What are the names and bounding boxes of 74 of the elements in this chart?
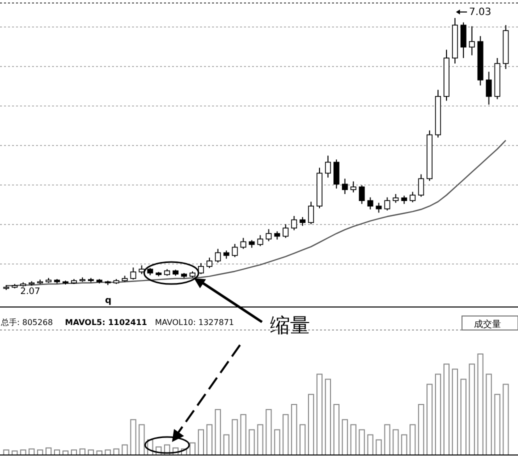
bar bbox=[418, 404, 424, 456]
bar bbox=[468, 364, 475, 456]
text: MAVOL10: 1327871 bbox=[155, 318, 234, 327]
candlestick bbox=[240, 237, 246, 250]
text: MAVOL5: 1102411 bbox=[65, 318, 148, 327]
candlestick bbox=[325, 155, 331, 178]
bar bbox=[494, 394, 500, 456]
candlestick bbox=[460, 22, 466, 59]
candlestick bbox=[291, 215, 298, 231]
candlestick bbox=[130, 267, 136, 280]
bar bbox=[189, 442, 196, 456]
text: 总手: 805268 bbox=[0, 318, 53, 327]
candlestick bbox=[257, 234, 264, 247]
bar bbox=[214, 409, 221, 456]
text: q bbox=[105, 296, 112, 306]
bar bbox=[477, 354, 484, 456]
bar bbox=[460, 378, 466, 456]
bar bbox=[240, 414, 246, 456]
bar bbox=[342, 419, 348, 456]
bar bbox=[452, 368, 458, 456]
candlestick bbox=[367, 196, 374, 210]
bar bbox=[282, 414, 289, 456]
text: 缩量 bbox=[270, 313, 310, 337]
bar bbox=[223, 434, 230, 456]
bar bbox=[426, 384, 433, 456]
bar bbox=[486, 374, 492, 456]
bar bbox=[410, 424, 416, 456]
bar bbox=[316, 374, 323, 456]
candlestick bbox=[418, 174, 424, 198]
bar bbox=[3, 449, 10, 456]
bar bbox=[376, 439, 382, 456]
bar bbox=[232, 419, 238, 456]
candlestick bbox=[266, 228, 272, 242]
candlestick bbox=[486, 71, 492, 106]
candlestick bbox=[232, 243, 238, 258]
bar bbox=[434, 374, 442, 456]
bar bbox=[324, 378, 332, 456]
candlestick bbox=[308, 201, 314, 225]
bar bbox=[198, 429, 204, 456]
candlestick bbox=[214, 248, 221, 264]
candlestick bbox=[350, 180, 356, 193]
bar bbox=[138, 424, 145, 456]
candlestick bbox=[384, 196, 390, 211]
bar bbox=[350, 424, 356, 456]
candlestick bbox=[342, 178, 348, 195]
bar bbox=[122, 444, 128, 456]
candlestick bbox=[198, 262, 204, 275]
bar bbox=[502, 384, 509, 456]
bar bbox=[248, 429, 255, 456]
bar bbox=[206, 424, 212, 456]
bar bbox=[300, 424, 306, 456]
bar bbox=[333, 404, 340, 456]
text: 7.03 bbox=[468, 7, 492, 18]
bar bbox=[274, 429, 280, 456]
bar bbox=[401, 434, 408, 456]
bar bbox=[308, 394, 314, 456]
candlestick bbox=[333, 158, 340, 190]
candlestick bbox=[376, 202, 382, 214]
bar bbox=[358, 429, 365, 456]
bar bbox=[291, 404, 298, 456]
annotation: 2.07 bbox=[20, 287, 40, 297]
bar bbox=[367, 434, 374, 456]
bar bbox=[443, 364, 450, 456]
bar bbox=[130, 419, 136, 456]
bar bbox=[257, 424, 264, 456]
candlestick bbox=[282, 224, 289, 238]
candlestick bbox=[468, 26, 475, 56]
candlestick bbox=[358, 184, 365, 204]
bar bbox=[266, 409, 272, 456]
bar bbox=[392, 429, 399, 456]
candlestick bbox=[206, 257, 212, 269]
text: 成交量 bbox=[474, 319, 501, 330]
bar bbox=[384, 424, 390, 456]
candlestick bbox=[410, 191, 416, 203]
